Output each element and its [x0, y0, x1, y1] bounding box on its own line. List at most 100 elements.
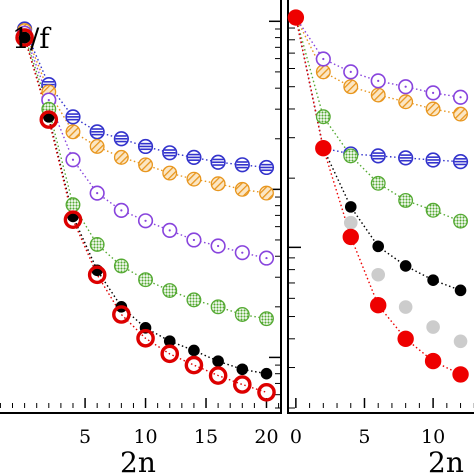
right-marker-red-dot	[424, 352, 442, 370]
right-marker-red-dot	[342, 228, 359, 246]
right-marker-black-dot	[427, 274, 439, 286]
right-marker-open-circle-dotted	[398, 79, 414, 95]
right-marker-hatched-circle	[398, 94, 414, 110]
left-marker-green-filled-circle	[113, 258, 129, 274]
left-marker-open-circle-dotted	[186, 232, 202, 248]
left-series-line-0	[23, 28, 267, 169]
right-marker-gray-dot	[453, 334, 468, 349]
left-marker-open-circle-hlines	[137, 138, 154, 155]
left-marker-open-circle-dotted	[234, 245, 250, 261]
right-marker-gray-dot	[398, 300, 413, 314]
left-marker-hatched-circle	[65, 124, 81, 140]
left-marker-open-circle-hlines	[65, 109, 81, 125]
right-marker-gray-dot	[426, 320, 440, 334]
right-marker-green-filled-circle	[370, 175, 386, 191]
left-marker-hatched-circle	[234, 181, 250, 197]
right-marker-green-filled-circle	[398, 192, 414, 208]
left-marker-red-ring	[160, 344, 180, 364]
left-marker-red-ring	[136, 328, 155, 348]
left-marker-black-dot	[212, 355, 224, 367]
right-marker-green-filled-circle	[343, 148, 359, 164]
left-marker-green-filled-circle	[89, 237, 105, 252]
right-marker-open-circle-hlines	[398, 150, 414, 166]
left-x-ticks: 5 10 15 20	[0, 398, 280, 448]
right-marker-hatched-circle	[425, 101, 441, 117]
left-marker-red-ring	[232, 375, 252, 394]
left-series-markers	[15, 21, 276, 402]
right-marker-green-filled-circle	[315, 109, 331, 125]
left-marker-red-ring	[257, 383, 276, 402]
left-marker-green-filled-circle	[65, 197, 81, 213]
left-panel: 5 10 15 20 1/f 2n	[0, 0, 282, 474]
left-x-tick-label: 10	[133, 426, 157, 448]
left-marker-black-dot	[260, 367, 273, 380]
left-marker-black-dot	[18, 31, 31, 44]
right-marker-black-dot	[454, 284, 467, 297]
right-marker-green-filled-circle	[453, 213, 469, 229]
right-marker-hatched-circle	[343, 79, 359, 95]
left-marker-black-dot	[236, 363, 249, 376]
left-series-line-1	[23, 30, 267, 194]
left-marker-black-dot	[188, 344, 200, 357]
left-marker-open-circle-dotted	[65, 152, 81, 168]
left-marker-green-filled-circle	[234, 307, 250, 322]
left-marker-red-ring	[87, 265, 107, 285]
right-marker-hatched-circle	[453, 106, 469, 122]
left-marker-open-circle-dotted	[137, 213, 154, 229]
right-marker-open-circle-dotted	[315, 51, 331, 67]
left-marker-open-circle-hlines	[258, 159, 275, 176]
right-marker-open-circle-dotted	[343, 64, 359, 80]
left-series-lines	[23, 28, 267, 393]
left-marker-hatched-circle	[113, 149, 129, 165]
right-marker-open-circle-hlines	[425, 152, 441, 168]
left-marker-hatched-circle	[89, 139, 105, 154]
right-x-ticks: 0 5 10	[290, 398, 474, 448]
left-marker-red-ring	[15, 28, 34, 47]
right-marker-open-circle-dotted	[370, 73, 386, 89]
right-x-tick-label: 10	[421, 426, 445, 448]
right-y-ticks	[289, 16, 301, 409]
left-marker-red-ring	[208, 366, 228, 385]
right-marker-red-dot	[315, 140, 332, 157]
right-x-tick-label: 5	[358, 426, 370, 448]
right-marker-open-circle-hlines	[370, 148, 386, 164]
right-x-tick-label: 0	[290, 426, 302, 448]
left-x-tick-label: 15	[194, 426, 218, 448]
right-marker-black-dot	[399, 260, 412, 272]
right-marker-open-circle-hlines	[452, 154, 469, 170]
left-marker-red-ring	[63, 210, 83, 229]
left-marker-green-filled-circle	[162, 283, 178, 298]
left-marker-red-ring	[184, 355, 204, 375]
left-marker-green-filled-circle	[259, 311, 274, 327]
right-marker-black-dot	[372, 240, 385, 253]
left-marker-green-filled-circle	[138, 272, 153, 288]
left-marker-green-filled-circle	[186, 292, 202, 308]
right-series-markers	[287, 9, 469, 383]
right-marker-open-circle-dotted	[425, 85, 441, 101]
left-marker-hatched-circle	[138, 157, 153, 173]
left-marker-green-filled-circle	[210, 299, 226, 315]
right-marker-gray-dot	[371, 267, 386, 282]
left-x-tick-label: 20	[254, 426, 278, 448]
left-marker-open-circle-hlines	[89, 124, 105, 140]
right-marker-black-dot	[344, 201, 357, 213]
left-marker-black-dot	[163, 335, 176, 347]
left-marker-open-circle-dotted	[258, 250, 275, 266]
right-marker-green-filled-circle	[425, 202, 441, 218]
left-marker-hatched-circle	[259, 185, 274, 201]
left-marker-hatched-circle	[162, 165, 178, 181]
right-plot-frame	[287, 0, 474, 414]
left-marker-open-circle-dotted	[162, 222, 178, 238]
left-marker-open-circle-hlines	[186, 149, 202, 165]
right-marker-red-dot	[370, 297, 387, 314]
left-x-tick-label: 5	[79, 426, 91, 448]
right-marker-gray-dot	[343, 215, 358, 230]
left-y-ticks	[269, 20, 281, 409]
left-marker-open-circle-hlines	[113, 131, 129, 147]
left-marker-hatched-circle	[186, 171, 202, 187]
right-marker-red-dot	[287, 9, 305, 26]
left-marker-open-circle-dotted	[89, 185, 105, 201]
right-marker-red-dot	[397, 330, 414, 348]
right-x-axis-label: 2n	[428, 446, 464, 474]
